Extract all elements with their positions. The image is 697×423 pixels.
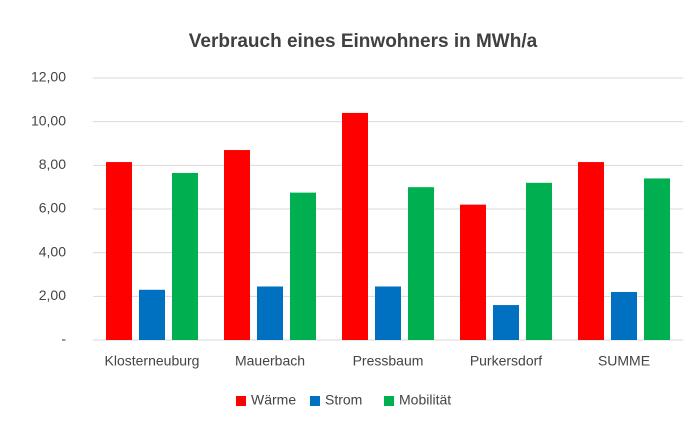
legend-swatch (384, 396, 394, 406)
legend-swatch (310, 396, 320, 406)
bar (342, 112, 368, 340)
bar (257, 286, 283, 340)
y-tick-label: 12,00 (31, 69, 66, 85)
x-tick-label: SUMME (598, 353, 650, 369)
x-tick-label: Mauerbach (235, 353, 305, 369)
bar (375, 286, 401, 340)
x-tick-label: Purkersdorf (470, 353, 542, 369)
y-tick-label: 8,00 (39, 156, 66, 172)
bar (611, 291, 637, 340)
bar (290, 192, 316, 340)
y-tick-label: 2,00 (39, 287, 66, 303)
chart-title: Verbrauch eines Einwohners in MWh/a (189, 31, 538, 52)
y-tick-label: - (61, 331, 66, 347)
bar (526, 182, 552, 340)
legend-label: Wärme (251, 392, 296, 408)
bar (493, 305, 519, 340)
bar (224, 150, 250, 340)
bar (578, 162, 604, 340)
y-tick-label: 6,00 (39, 200, 66, 216)
legend-label: Mobilität (399, 392, 451, 408)
bar (172, 172, 198, 340)
y-tick-label: 4,00 (39, 243, 66, 259)
x-tick-label: Klosterneuburg (105, 353, 200, 369)
legend-label: Strom (325, 392, 362, 408)
bar (460, 204, 486, 340)
x-tick-label: Pressbaum (353, 353, 424, 369)
y-tick-label: 10,00 (31, 112, 66, 128)
bar (644, 178, 670, 340)
bar (408, 187, 434, 340)
legend-swatch (236, 396, 246, 406)
bar (139, 289, 165, 340)
bar (106, 162, 132, 340)
